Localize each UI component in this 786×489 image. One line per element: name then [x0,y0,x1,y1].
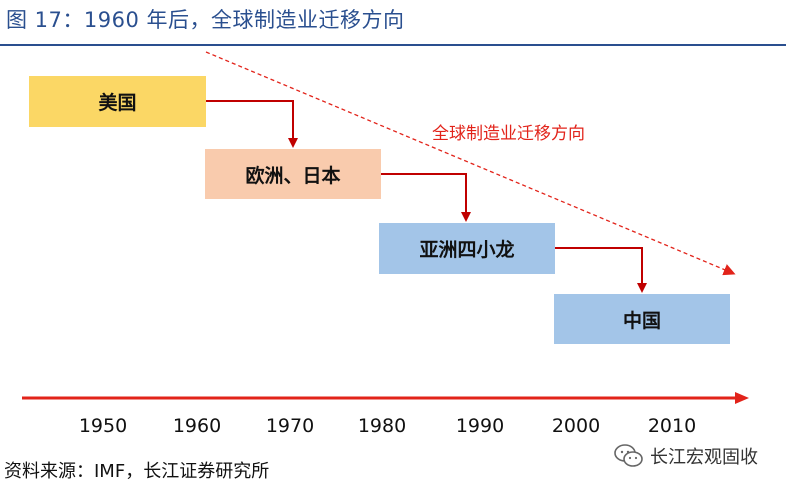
year-label: 1990 [455,415,505,437]
box-usa: 美国 [29,76,206,127]
watermark: 长江宏观固收 [614,443,758,469]
year-label: 2000 [551,415,601,437]
box-asian-tigers: 亚洲四小龙 [379,223,555,274]
year-label: 1970 [265,415,315,437]
year-label: 1980 [357,415,407,437]
migration-trend-arrow [205,51,736,276]
watermark-text: 长江宏观固收 [650,447,758,468]
box-china: 中国 [554,294,730,344]
wechat-icon [614,444,643,467]
box-europe-japan: 欧洲、日本 [205,149,381,199]
year-label: 2010 [647,415,697,437]
connector-asia-to-china [555,247,647,293]
title-divider [0,44,786,46]
year-label: 1960 [172,415,222,437]
figure-title: 图 17：1960 年后，全球制造业迁移方向 [6,8,405,32]
year-label: 1950 [78,415,128,437]
source-note: 资料来源：IMF，长江证券研究所 [4,461,270,482]
connector-eu-to-asia [381,173,471,222]
migration-direction-label: 全球制造业迁移方向 [432,124,585,144]
connector-us-to-eu [206,100,298,148]
